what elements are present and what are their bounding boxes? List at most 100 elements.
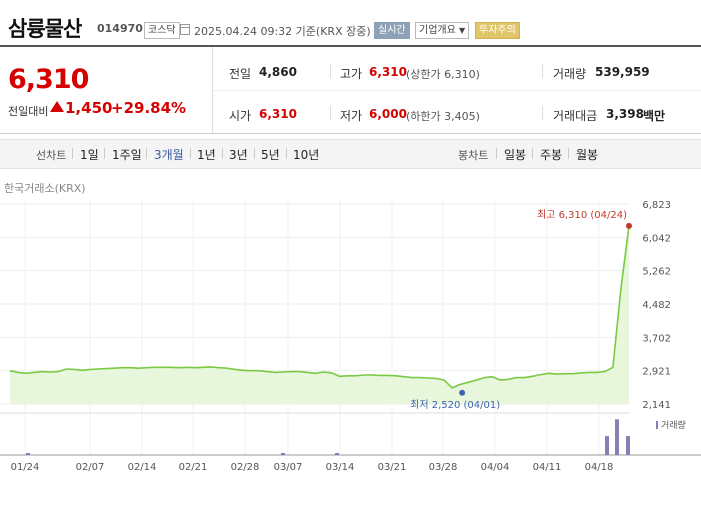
x-tick-label: 03/07 [274,462,303,473]
stat-separator [330,64,331,78]
company-info-dropdown[interactable]: 기업개요 ▼ [415,22,470,39]
stat-separator [542,64,543,78]
period-divider [190,148,191,159]
period-divider [286,148,287,159]
up-arrow-icon [50,101,64,112]
volume-legend-label: 거래량 [661,419,686,431]
high-label: 고가 [340,67,363,81]
candle-monthly[interactable]: 월봉 [576,148,599,162]
change-value: 1,450 [65,99,113,117]
min-label: 최저 2,520 (04/01) [410,399,500,411]
x-tick-label: 03/28 [429,462,458,473]
low-label: 저가 [340,109,363,123]
change-percent: +29.84% [111,99,187,117]
x-tick-label: 02/28 [231,462,260,473]
y-tick-label: 2,921 [642,367,671,378]
change-label: 전일대비 [8,105,49,118]
investment-warning-badge: 투자주의 [475,22,520,39]
period-1y[interactable]: 1년 [197,148,216,162]
x-tick-label: 02/14 [128,462,157,473]
period-1d[interactable]: 1일 [80,148,99,162]
stats-divider [0,133,701,134]
amount-value: 3,398 [606,107,644,121]
line-chart-label: 선차트 [36,149,67,162]
stats-row-divider [213,90,701,91]
period-divider [222,148,223,159]
x-tick-label: 04/11 [533,462,562,473]
volume-bar [626,436,630,455]
volume-bar [615,419,619,455]
x-tick-label: 03/21 [378,462,407,473]
y-axis-ticks: 6,823 6,042 5,262 4,482 3,702 2,921 2,141 [642,200,671,411]
company-info-label: 기업개요 [419,25,456,36]
candle-weekly[interactable]: 주봉 [540,148,563,162]
open-value: 6,310 [259,107,297,121]
quote-datetime: 2025.04.24 09:32 기준(KRX 장중) [194,25,371,38]
y-tick-label: 5,262 [642,267,671,278]
price-box [0,47,213,133]
period-divider [532,148,533,159]
y-tick-label: 4,482 [642,300,671,311]
stat-separator [330,106,331,120]
chevron-down-icon: ▼ [459,26,466,35]
price-line [9,225,630,389]
volume-bars: 거래량 [26,419,686,455]
period-3m[interactable]: 3개월 [154,148,184,162]
stock-code: 014970 [97,22,143,35]
stat-separator [542,106,543,120]
current-price: 6,310 [8,64,89,95]
period-5y[interactable]: 5년 [261,148,280,162]
realtime-button[interactable]: 실시간 [374,22,410,39]
period-divider [72,148,73,159]
chart-grid [0,199,701,456]
volume-legend-swatch [656,421,658,429]
volume-bar [26,453,30,455]
min-point [459,389,466,396]
upper-limit: (상한가 6,310) [406,68,480,81]
x-tick-label: 04/04 [481,462,510,473]
period-10y[interactable]: 10년 [293,148,320,162]
max-label: 최고 6,310 (04/24) [537,209,627,221]
x-tick-label: 02/21 [179,462,208,473]
period-divider [104,148,105,159]
candle-daily[interactable]: 일봉 [504,148,527,162]
y-tick-label: 6,042 [642,233,671,244]
extreme-markers: 최고 6,310 (04/24) 최저 2,520 (04/01) [410,209,632,411]
lower-limit: (하한가 3,405) [406,110,480,123]
volume-bar [281,453,285,455]
period-divider [496,148,497,159]
period-divider [568,148,569,159]
x-tick-label: 03/14 [326,462,355,473]
y-tick-label: 2,141 [642,400,671,411]
volume-value: 539,959 [595,65,650,79]
high-value: 6,310 [369,65,407,79]
volume-bar [605,436,609,455]
open-label: 시가 [229,109,252,123]
y-tick-label: 6,823 [642,200,671,211]
x-tick-label: 04/18 [585,462,614,473]
period-bar [0,139,701,169]
period-divider [254,148,255,159]
price-area [10,225,629,404]
x-tick-label: 02/07 [76,462,105,473]
amount-label: 거래대금 [553,109,598,123]
x-tick-label: 01/24 [11,462,40,473]
low-value: 6,000 [369,107,407,121]
amount-unit: 백만 [643,109,666,123]
header-divider [0,45,701,47]
volume-bar [335,453,339,455]
max-point [626,222,632,229]
candle-chart-label: 봉차트 [458,149,489,162]
x-axis-ticks: 01/24 02/07 02/14 02/21 02/28 03/07 03/14 03/21… [11,462,614,473]
prev-close-value: 4,860 [259,65,297,79]
calendar-icon [180,24,190,35]
y-tick-label: 3,702 [642,333,671,344]
period-3y[interactable]: 3년 [229,148,248,162]
market-badge: 코스닥 [144,22,180,39]
period-divider [146,148,147,159]
volume-label: 거래량 [553,67,587,81]
exchange-label: 한국거래소(KRX) [4,182,86,195]
period-1w[interactable]: 1주일 [112,148,142,162]
prev-close-label: 전일 [229,67,252,81]
